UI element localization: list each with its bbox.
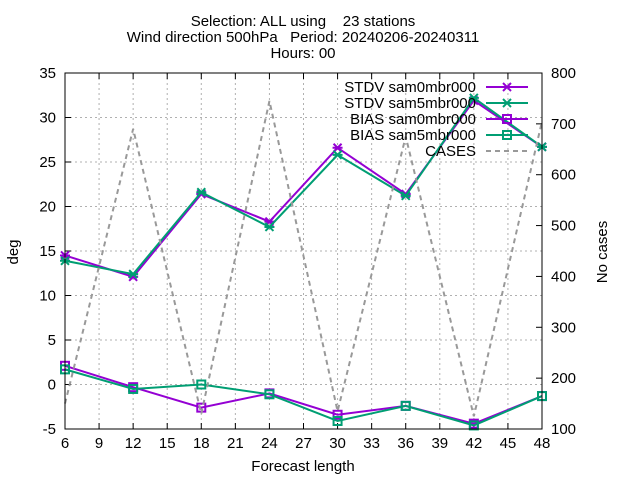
legend-marker xyxy=(502,98,512,108)
x-tick-label: 6 xyxy=(61,435,69,452)
marker-shape xyxy=(468,93,479,103)
x-tick-label: 12 xyxy=(125,435,142,452)
marker-shape xyxy=(400,191,411,201)
marker-shape xyxy=(502,82,512,92)
y2-tick-label: 600 xyxy=(551,167,576,184)
x-tick-label: 39 xyxy=(431,435,448,452)
y-tick-label: 15 xyxy=(39,243,56,260)
series-4 xyxy=(64,100,543,417)
x-tick-label: 33 xyxy=(363,435,380,452)
marker-shape xyxy=(332,143,343,153)
x-tick-label: 18 xyxy=(193,435,210,452)
y2-axis-label: No cases xyxy=(594,221,611,284)
chart-title-line-3: Hours: 00 xyxy=(270,45,335,62)
y-tick-label: 35 xyxy=(39,65,56,82)
data-point xyxy=(332,143,343,153)
y2-tick-label: 200 xyxy=(551,370,576,387)
series-line xyxy=(64,364,543,425)
marker-shape xyxy=(196,187,207,197)
legend-label: CASES xyxy=(425,143,476,160)
x-tick-label: 9 xyxy=(95,435,103,452)
series-line xyxy=(64,99,543,278)
data-point xyxy=(196,187,207,197)
marker-shape xyxy=(264,222,275,232)
data-point xyxy=(128,269,139,279)
data-point xyxy=(264,389,275,400)
y-tick-label: -5 xyxy=(43,421,56,438)
y2-axis-ticks: 100 200 300 400 500 600 700 800 xyxy=(536,65,576,438)
data-point xyxy=(196,379,207,390)
x-tick-label: 30 xyxy=(329,435,346,452)
y-tick-label: 20 xyxy=(39,199,56,216)
x-tick-label: 15 xyxy=(159,435,176,452)
y2-tick-label: 800 xyxy=(551,65,576,82)
data-point xyxy=(264,222,275,232)
data-point xyxy=(128,383,139,394)
y2-tick-label: 700 xyxy=(551,116,576,133)
data-point xyxy=(468,93,479,103)
y2-tick-label: 300 xyxy=(551,319,576,336)
y2-tick-label: 500 xyxy=(551,218,576,235)
legend-marker xyxy=(502,130,512,140)
y-tick-label: 10 xyxy=(39,288,56,305)
data-point xyxy=(400,400,411,411)
marker-shape xyxy=(332,150,343,160)
legend-label: STDV sam5mbr000 xyxy=(344,95,476,112)
marker-shape xyxy=(502,98,512,108)
x-tick-label: 48 xyxy=(534,435,551,452)
grid xyxy=(65,73,542,429)
x-tick-label: 36 xyxy=(397,435,414,452)
y-tick-label: 0 xyxy=(48,377,56,394)
x-axis-label: Forecast length xyxy=(251,458,354,475)
series-line xyxy=(64,96,543,276)
x-tick-label: 21 xyxy=(227,435,244,452)
series-line xyxy=(64,100,543,417)
y-axis-ticks: -5 0 5 10 15 20 25 30 35 xyxy=(39,65,71,438)
data-point xyxy=(400,191,411,201)
legend-label: BIAS sam0mbr000 xyxy=(350,111,476,128)
series-line xyxy=(64,368,543,427)
y-tick-label: 30 xyxy=(39,110,56,127)
data-point xyxy=(332,409,343,420)
marker-shape xyxy=(128,269,139,279)
plot-border xyxy=(64,72,543,430)
legend-marker xyxy=(502,82,512,92)
legend-label: STDV sam0mbr000 xyxy=(344,79,476,96)
legend-marker xyxy=(502,114,512,124)
legend-label: BIAS sam5mbr000 xyxy=(350,127,476,144)
x-tick-label: 24 xyxy=(261,435,278,452)
x-tick-label: 27 xyxy=(295,435,312,452)
x-tick-label: 42 xyxy=(466,435,483,452)
x-axis-ticks: 6 9 12 15 18 21 24 27 30 33 36 39 42 45 48 xyxy=(61,73,551,452)
y2-tick-label: 400 xyxy=(551,268,576,285)
y2-tick-label: 100 xyxy=(551,421,576,438)
series-1 xyxy=(60,93,547,279)
y-axis-label: deg xyxy=(5,239,22,264)
data-point xyxy=(332,150,343,160)
y-tick-label: 25 xyxy=(39,154,56,171)
chart-title-line-1: Selection: ALL using 23 stations xyxy=(191,13,416,30)
y-tick-label: 5 xyxy=(48,332,56,349)
x-tick-label: 45 xyxy=(500,435,517,452)
chart-title-line-2: Wind direction 500hPa Period: 20240206-2… xyxy=(127,29,479,46)
data-point xyxy=(332,415,343,426)
